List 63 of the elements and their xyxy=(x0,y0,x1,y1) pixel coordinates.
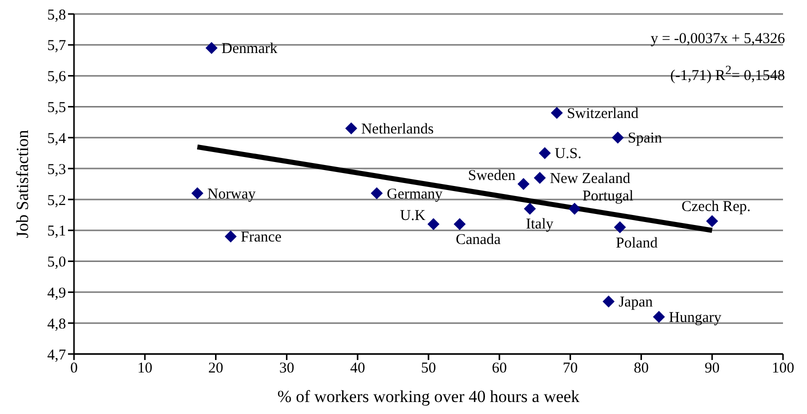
point xyxy=(524,202,536,215)
point xyxy=(612,132,624,144)
x-tick-label: 80 xyxy=(634,360,649,377)
data-label: Netherlands xyxy=(361,121,434,138)
x-tick-label: 0 xyxy=(70,360,78,377)
x-tick-label: 20 xyxy=(208,360,224,377)
y-tick-label: 5,7 xyxy=(47,38,66,54)
y-tick-label: 5,4 xyxy=(47,130,66,147)
point xyxy=(427,218,440,230)
y-tick-label: 5,2 xyxy=(47,192,66,209)
point xyxy=(706,215,718,228)
data-label: Italy xyxy=(526,216,554,233)
annotation: (-1,71) R$^{2}$= 0,1548 xyxy=(669,62,785,86)
y-tick-label: 5,8 xyxy=(47,7,66,24)
data-label: Sweden xyxy=(468,168,516,184)
data-label: Canada xyxy=(456,232,502,248)
x-tick-label: 40 xyxy=(350,360,366,377)
y-tick-label: 4,8 xyxy=(47,316,66,332)
point xyxy=(518,178,530,190)
point xyxy=(568,202,581,215)
point xyxy=(191,187,204,200)
data-label: New Zealand xyxy=(550,170,631,187)
point xyxy=(538,147,551,160)
y-tick-label: 5,5 xyxy=(47,100,66,116)
x-tick-label: 70 xyxy=(562,360,578,377)
y-tick-label: 5,6 xyxy=(47,69,66,86)
x-tick-label: 10 xyxy=(137,360,152,377)
data-label: Spain xyxy=(628,130,662,147)
data-label: Poland xyxy=(616,235,658,252)
point xyxy=(370,187,383,200)
point xyxy=(454,218,466,230)
y-tick-label: 5,3 xyxy=(47,162,66,178)
data-label: U.S. xyxy=(554,146,582,162)
point xyxy=(550,106,563,119)
point xyxy=(614,221,626,234)
point xyxy=(224,230,237,243)
data-label: Switzerland xyxy=(566,106,639,122)
y-tick-label: 4,7 xyxy=(47,347,66,364)
data-label: Japan xyxy=(618,294,654,310)
x-tick-label: 50 xyxy=(421,360,436,377)
y-tick-label: 5,0 xyxy=(47,254,66,271)
x-axis-title: % of workers working over 40 hours a week xyxy=(277,387,580,406)
data-label: U.K xyxy=(400,208,426,224)
point xyxy=(206,42,218,54)
x-tick-label: 90 xyxy=(704,360,720,377)
data-label: Denmark xyxy=(222,41,278,57)
point xyxy=(345,122,358,134)
data-label: Germany xyxy=(386,186,444,202)
data-label: Norway xyxy=(207,186,256,202)
x-tick-label: 30 xyxy=(279,360,294,377)
point xyxy=(602,295,615,308)
annotation: y = -0,0037x + 5,4326 xyxy=(650,30,785,49)
y-tick-label: 4,9 xyxy=(47,286,66,302)
y-tick-label: 5,1 xyxy=(47,224,66,240)
point xyxy=(652,310,665,323)
x-tick-label: 100 xyxy=(772,360,794,377)
data-label: Portugal xyxy=(582,188,634,205)
x-tick-label: 60 xyxy=(492,360,507,377)
data-label: Hungary xyxy=(668,310,722,326)
y-axis-title: Job Satisfaction xyxy=(13,129,32,238)
data-label: Czech Rep. xyxy=(682,199,751,216)
data-label: France xyxy=(240,230,282,246)
point xyxy=(534,172,546,184)
